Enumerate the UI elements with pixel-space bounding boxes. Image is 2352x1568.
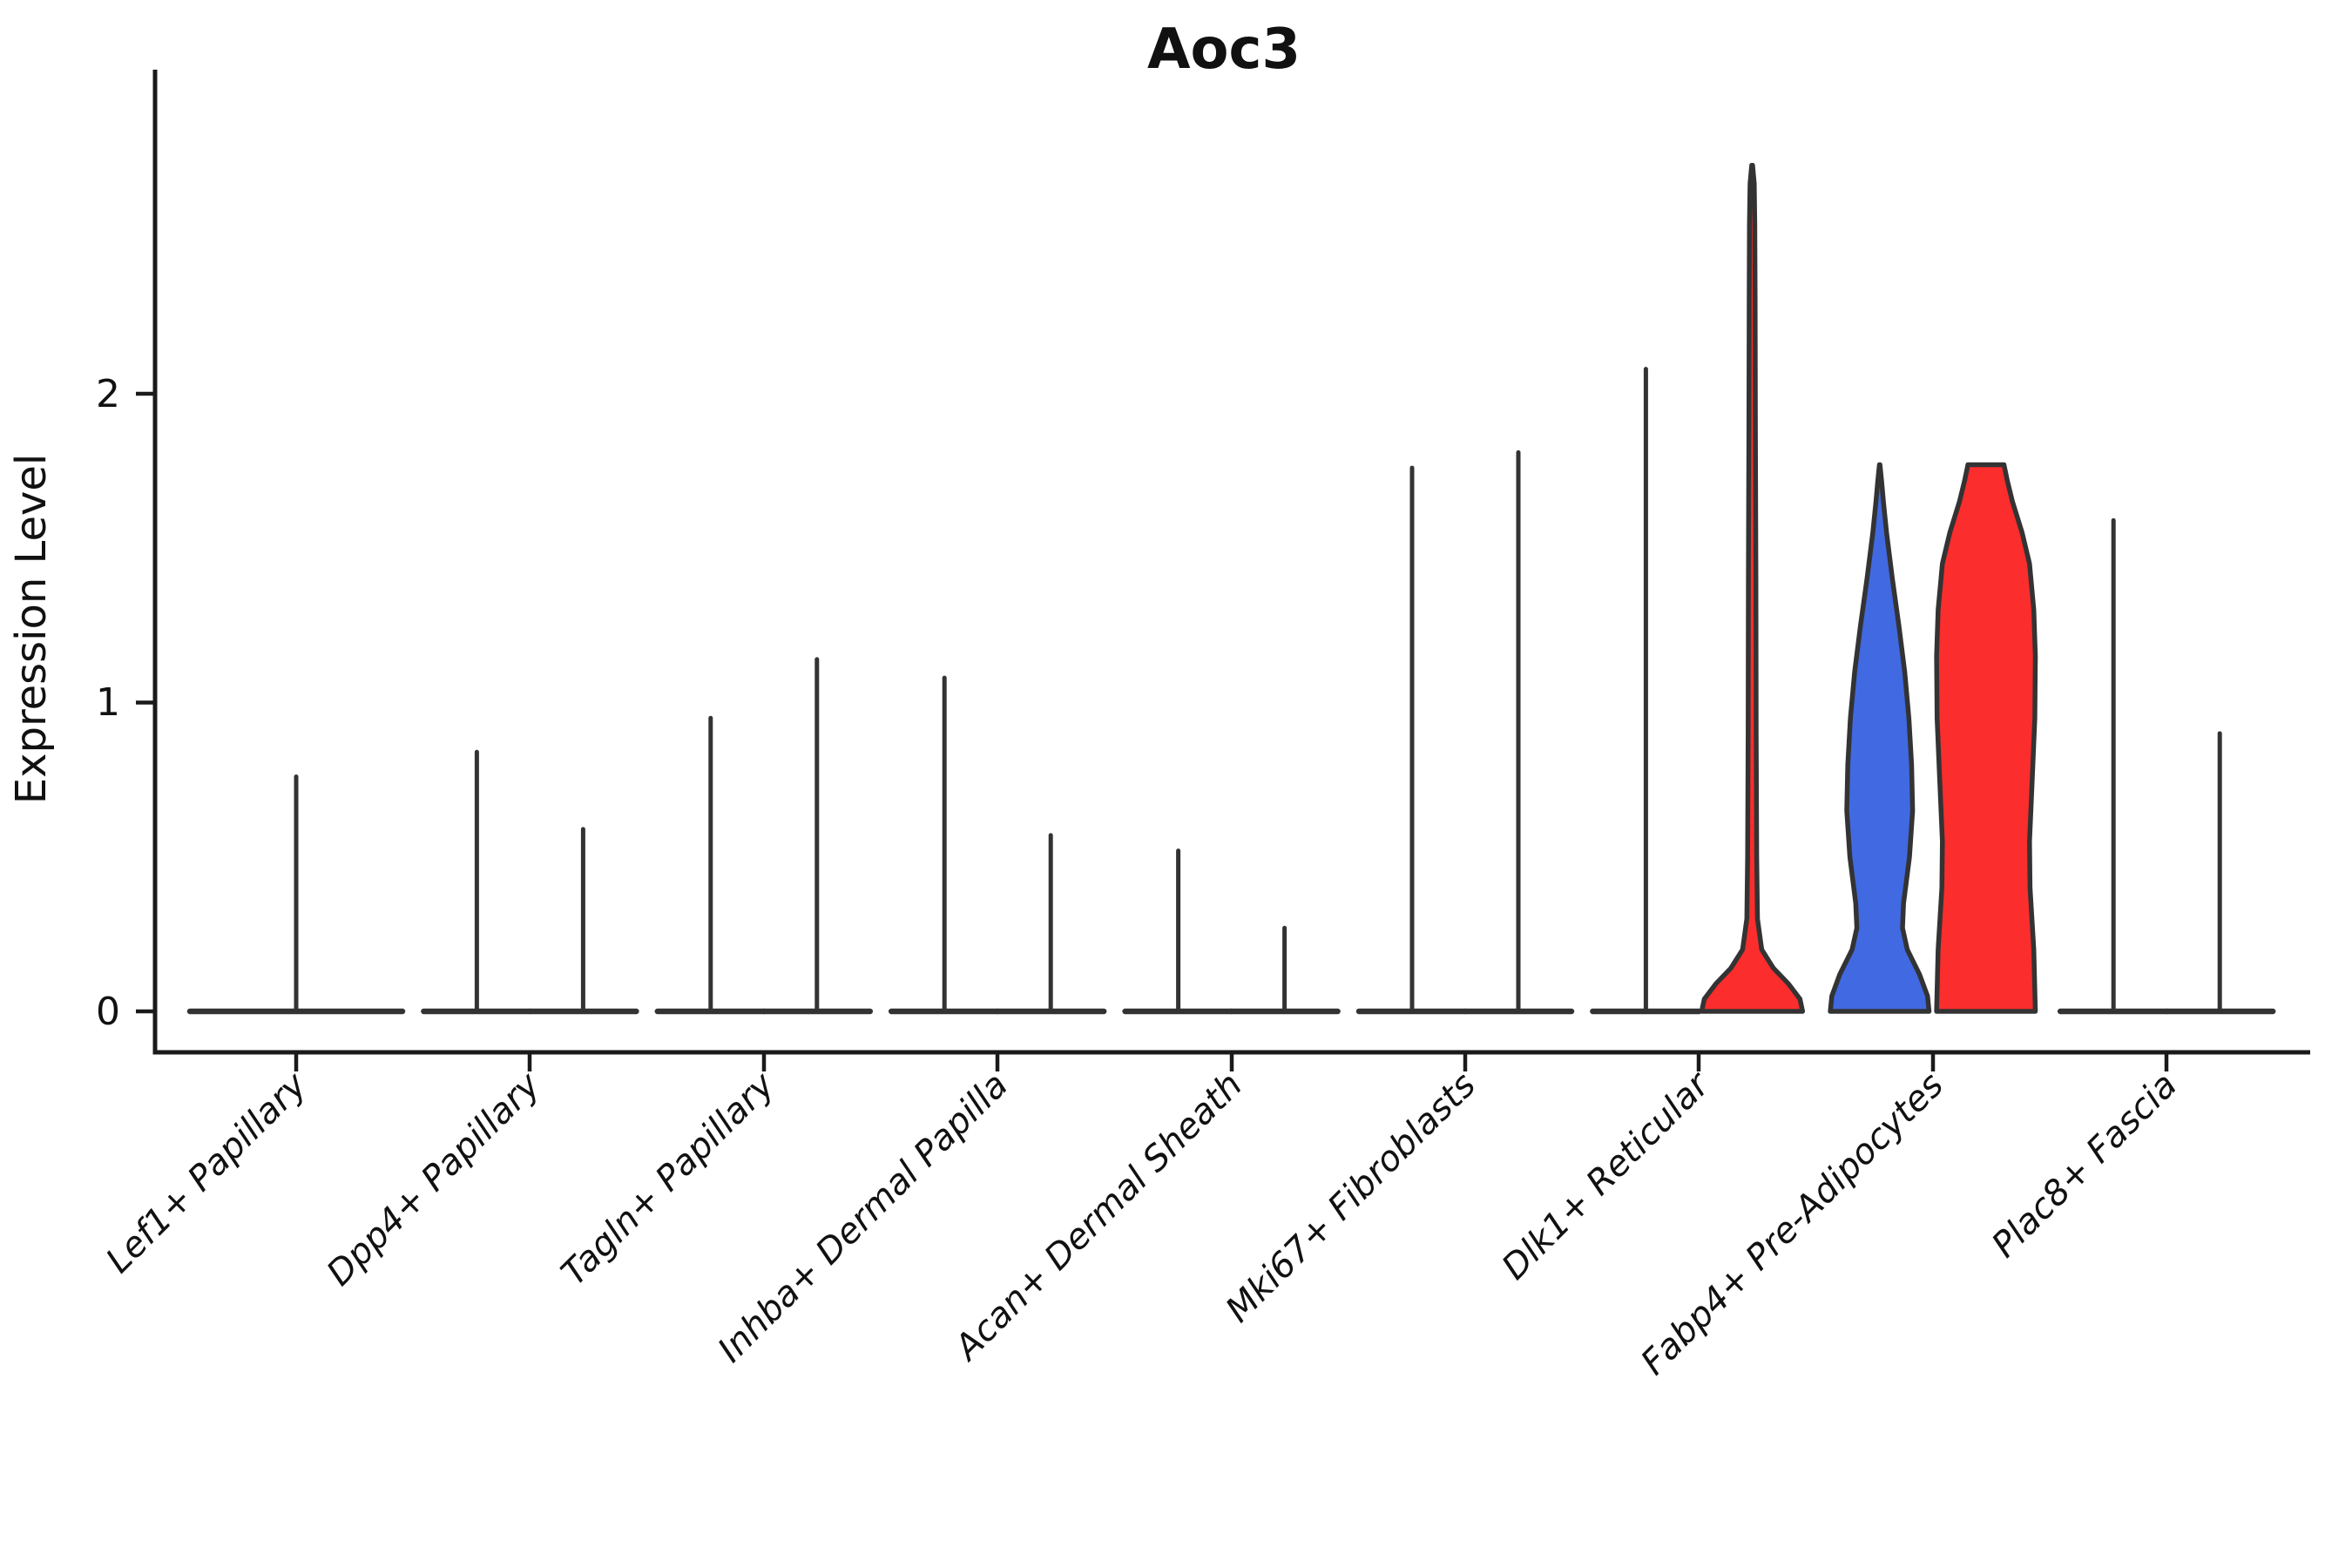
violin-shape-13	[1828, 462, 1932, 1014]
y-axis-label: Expression Level	[7, 454, 56, 805]
violin-shape-12	[1699, 162, 1806, 1014]
x-tick-label-lef1-papillary: Lef1+ Papillary	[98, 1064, 315, 1281]
violins-layer	[186, 162, 2276, 1015]
y-tick-label-2: 2	[96, 372, 120, 416]
y-tick-label-0: 0	[96, 990, 120, 1034]
y-tick-marks	[136, 391, 155, 1014]
x-tick-label-dpp4-papillary: Dpp4+ Papillary	[320, 1064, 549, 1294]
plot-title: Aoc3	[1147, 17, 1301, 82]
axis-spines	[152, 70, 2310, 1055]
x-tick-label-mki67-fibroblasts: Mki67+ Fibroblasts	[1218, 1065, 1484, 1331]
x-tick-label-dlk1-reticular: Dlk1+ Reticular	[1495, 1064, 1719, 1288]
x-tick-label-plac8-fascia: Plac8+ Fascia	[1984, 1065, 2185, 1266]
y-tick-label-1: 1	[96, 680, 120, 725]
x-tick-marks	[294, 1052, 2169, 1071]
violin-shape-14	[1934, 462, 2038, 1014]
x-tick-label-tagln-papillary: Tagln+ Papillary	[554, 1064, 783, 1294]
